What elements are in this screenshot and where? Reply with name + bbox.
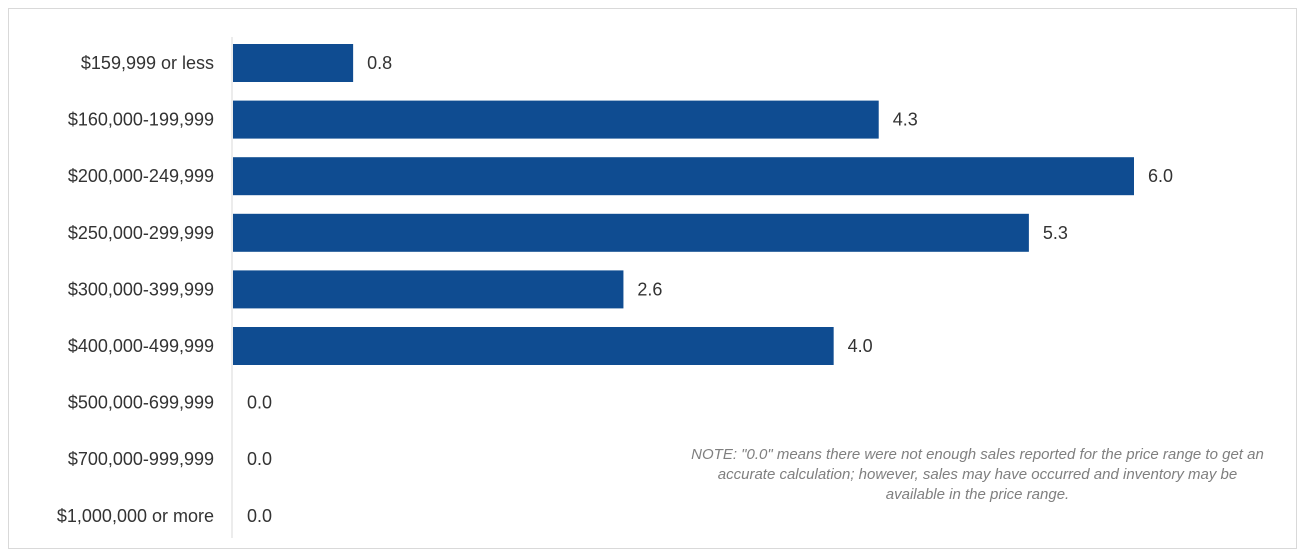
bar xyxy=(233,270,624,309)
bar xyxy=(233,213,1029,252)
data-label: 6.0 xyxy=(1148,166,1173,186)
category-label: $500,000-699,999 xyxy=(68,393,214,413)
bars-layer xyxy=(233,44,1134,365)
bar xyxy=(233,100,879,139)
value-labels-layer: 0.8 4.3 6.0 5.3 2.6 4.0 0.0 0.0 0.0 xyxy=(247,53,1173,526)
chart-note: NOTE: "0.0" means there were not enough … xyxy=(691,446,1264,503)
category-label: $400,000-499,999 xyxy=(68,336,214,356)
data-label: 0.0 xyxy=(247,393,272,413)
data-label: 2.6 xyxy=(637,279,662,299)
data-label: 4.3 xyxy=(893,110,918,130)
bar xyxy=(233,157,1134,196)
category-label: $250,000-299,999 xyxy=(68,223,214,243)
category-label: $1,000,000 or more xyxy=(57,506,214,526)
category-label: $300,000-399,999 xyxy=(68,279,214,299)
data-label: 0.8 xyxy=(367,53,392,73)
category-labels-layer: $159,999 or less $160,000-199,999 $200,000… xyxy=(57,53,214,526)
category-label: $700,000-999,999 xyxy=(68,449,214,469)
data-label: 5.3 xyxy=(1043,223,1068,243)
bar xyxy=(233,327,834,365)
category-label: $200,000-249,999 xyxy=(68,166,214,186)
data-label: 0.0 xyxy=(247,506,272,526)
data-label: 0.0 xyxy=(247,449,272,469)
category-label: $160,000-199,999 xyxy=(68,110,214,130)
bar xyxy=(233,44,354,82)
category-label: $159,999 or less xyxy=(81,53,214,73)
chart-frame xyxy=(8,8,1297,549)
data-label: 4.0 xyxy=(848,336,873,356)
